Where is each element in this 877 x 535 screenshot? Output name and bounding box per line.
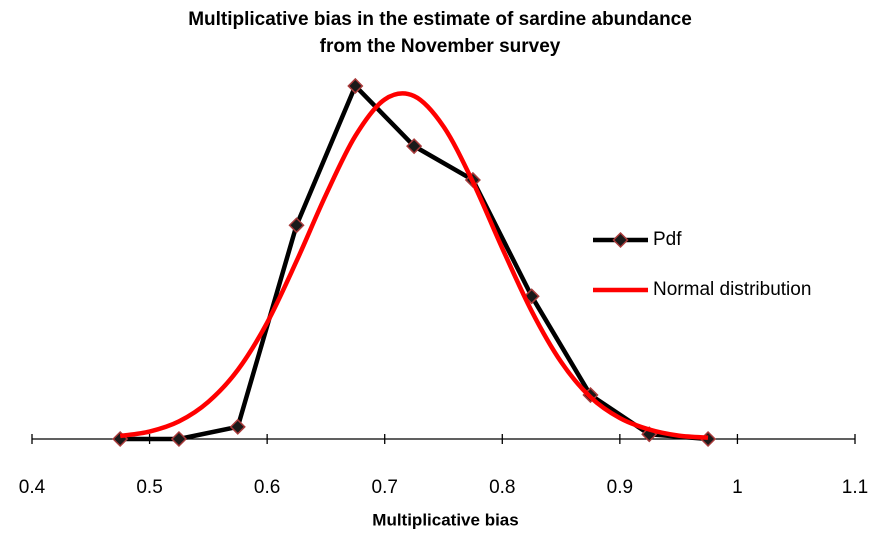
x-tick-label: 0.8 — [489, 477, 515, 498]
data-point — [406, 138, 423, 155]
x-tick-label: 1 — [732, 477, 743, 498]
data-point — [170, 430, 188, 448]
x-tick-label: 0.9 — [607, 477, 633, 498]
x-tick-label: 0.6 — [254, 477, 280, 498]
data-point — [347, 77, 364, 94]
legend-label: Normal distribution — [653, 279, 811, 300]
data-point — [288, 217, 305, 234]
x-tick-label: 0.7 — [372, 477, 398, 498]
x-tick-label: 0.4 — [19, 477, 46, 498]
x-tick-label: 0.5 — [136, 477, 162, 498]
series-line — [119, 91, 709, 440]
legend-marker — [612, 231, 629, 249]
data-point — [229, 418, 246, 435]
x-tick-label: 1.1 — [842, 477, 868, 498]
legend-label: Pdf — [653, 229, 682, 250]
chart-title: Multiplicative bias in the estimate of s… — [188, 9, 692, 57]
x-axis-label: Multiplicative bias — [372, 510, 518, 529]
